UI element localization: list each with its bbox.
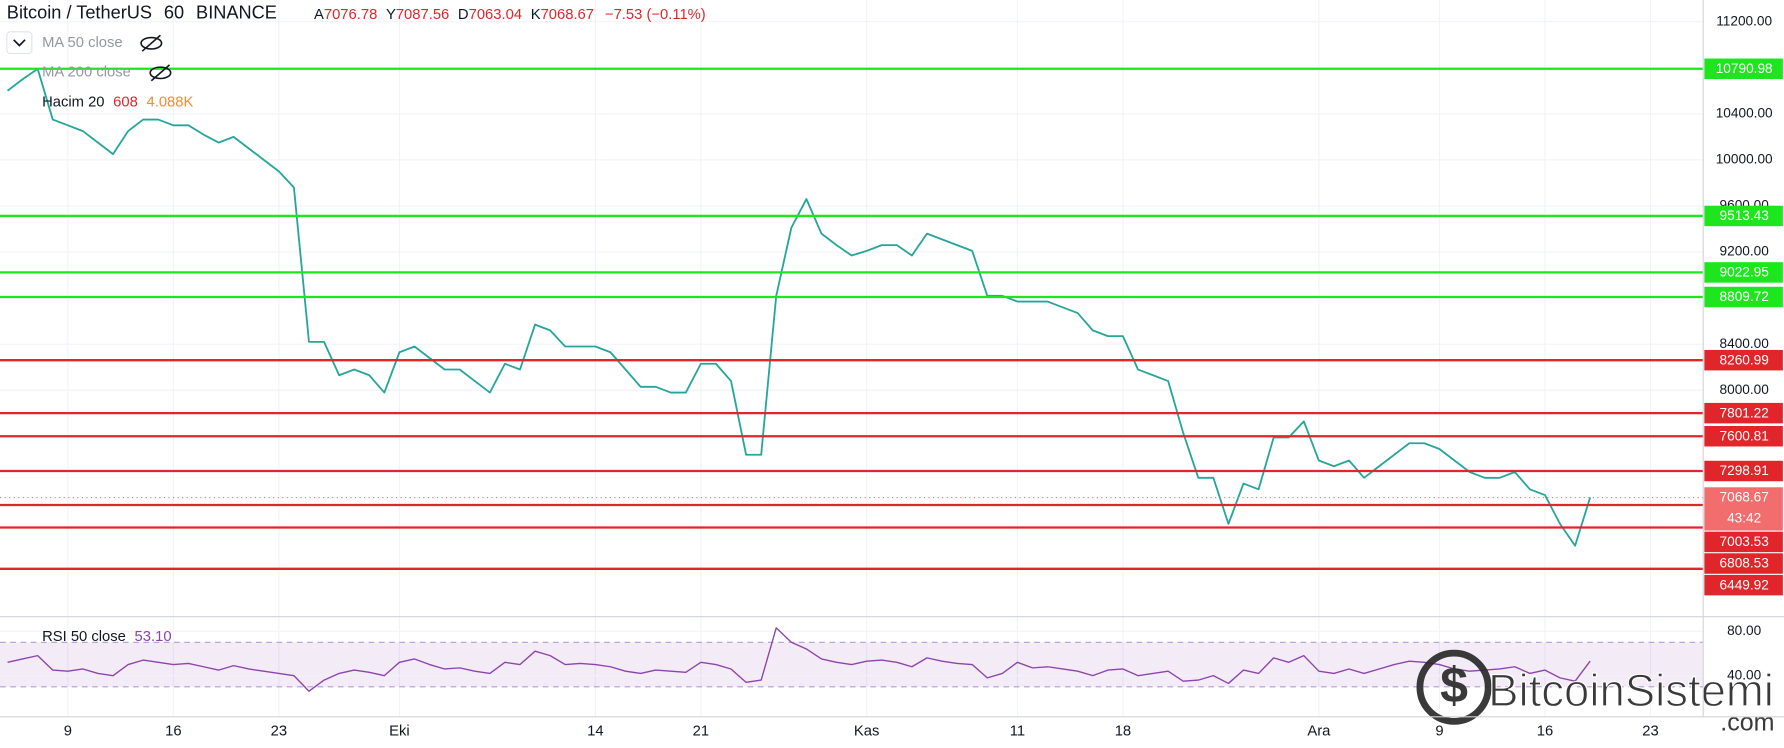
y-tick-label: 11200.00 (1716, 13, 1772, 28)
watermark: $ BitcoinSistemi .com (1416, 649, 1775, 736)
watermark-suffix: .com (1720, 708, 1774, 736)
chevron-icon (13, 39, 26, 47)
x-tick-label: 9 (1435, 724, 1443, 740)
countdown-label: 43:42 (1727, 511, 1761, 526)
data-layer (0, 67, 1704, 692)
price-tag-label: 7298.91 (1720, 463, 1769, 478)
visibility-toggle[interactable] (140, 34, 163, 52)
symbol-header: Bitcoin / TetherUS 60 BINANCE (7, 2, 277, 22)
price-tag (1704, 205, 1783, 227)
indicator-name: Hacim 20 (42, 94, 104, 110)
y-tick-label: 10000.00 (1716, 151, 1773, 166)
price-line (6, 67, 1592, 547)
x-tick-label: 16 (1537, 724, 1553, 740)
price-tag (1704, 460, 1783, 482)
price-tag-label: 6808.53 (1720, 556, 1769, 571)
price-tag (1704, 58, 1783, 80)
eye-icon (149, 66, 172, 80)
eye-slash (150, 64, 171, 82)
x-tick-label: Eki (389, 724, 410, 740)
y-tick-label: 40.00 (1727, 667, 1762, 682)
ohlc-change: −7.53 (−0.11%) (605, 7, 706, 23)
ohlc-label: A (314, 7, 324, 23)
x-tick-label: 9 (64, 724, 72, 740)
price-tag (1704, 553, 1783, 574)
indicator-value: 4.088K (147, 94, 194, 110)
price-tag-label: 7600.81 (1720, 428, 1769, 443)
x-tick-label: 16 (165, 724, 181, 740)
x-tick-label: Ara (1307, 724, 1331, 740)
last-price-tag (1704, 487, 1783, 531)
price-tag (1704, 425, 1783, 447)
eye-icon (140, 36, 163, 50)
ohlc-value: 7087.56 (396, 7, 449, 23)
watermark-logo-letter: $ (1440, 658, 1468, 714)
indicator-name: RSI 50 close (42, 629, 126, 645)
y-tick-label: 8400.00 (1720, 336, 1770, 351)
legend-toggle[interactable] (6, 31, 33, 55)
price-tag-label: 8260.99 (1720, 352, 1769, 367)
price-tag (1704, 531, 1783, 553)
rsi-line (7, 627, 1591, 692)
y-tick-label: 9200.00 (1720, 244, 1770, 259)
ohlc-value: 7063.04 (469, 7, 522, 23)
watermark-text: BitcoinSistemi (1488, 665, 1774, 716)
price-tag (1704, 574, 1783, 596)
eye-slash (141, 34, 161, 52)
ohlc-value: 7076.78 (324, 7, 377, 23)
x-tick-label: 23 (271, 724, 287, 740)
visibility-toggle[interactable] (149, 64, 172, 82)
interval: 60 (164, 2, 184, 22)
rsi-legend: RSI 50 close 53.10 (42, 629, 171, 645)
ohlc-label: D (458, 7, 469, 23)
y-tick-label: 80.00 (1727, 623, 1762, 638)
ohlc: A7076.78 Y7087.56 D7063.04 K7068.67 −7.5… (314, 7, 706, 23)
price-tag-label: 7801.22 (1720, 405, 1769, 420)
ohlc-label: K (531, 7, 541, 23)
price-tag-label: 10790.98 (1716, 61, 1773, 76)
indicator-value: 608 (113, 94, 138, 110)
indicator-name: MA 200 close (42, 65, 131, 81)
last-price-label: 7068.67 (1720, 490, 1769, 505)
price-tag (1704, 286, 1783, 308)
x-tick-label: Kas (854, 724, 879, 740)
x-tick-label: 11 (1010, 724, 1025, 740)
x-tick-label: 18 (1115, 724, 1131, 740)
ohlc-value: 7068.67 (541, 7, 594, 23)
indicator-name: MA 50 close (42, 35, 123, 51)
x-tick-label: 14 (587, 724, 603, 740)
volume-legend: Hacim 20 608 4.088K (42, 94, 193, 110)
price-tag-label: 8809.72 (1720, 289, 1769, 304)
price-tag-label: 7003.53 (1720, 534, 1769, 549)
price-tag (1704, 349, 1783, 371)
watermark-logo (1416, 649, 1492, 725)
price-tag (1704, 402, 1783, 424)
x-tick-label: 23 (1642, 724, 1658, 740)
price-tag-label: 6449.92 (1720, 577, 1769, 592)
exchange: BINANCE (196, 2, 277, 22)
x-tick-label: 21 (693, 724, 709, 740)
y-tick-label: 10400.00 (1716, 105, 1773, 120)
price-tag-label: 9022.95 (1720, 265, 1770, 280)
indicator-value: 53.10 (135, 629, 172, 645)
price-tag (1704, 262, 1783, 283)
price-tag-label: 9513.43 (1720, 208, 1769, 223)
y-tick-label: 8000.00 (1720, 382, 1770, 397)
symbol: Bitcoin / TetherUS (7, 2, 152, 22)
ohlc-label: Y (386, 7, 396, 23)
